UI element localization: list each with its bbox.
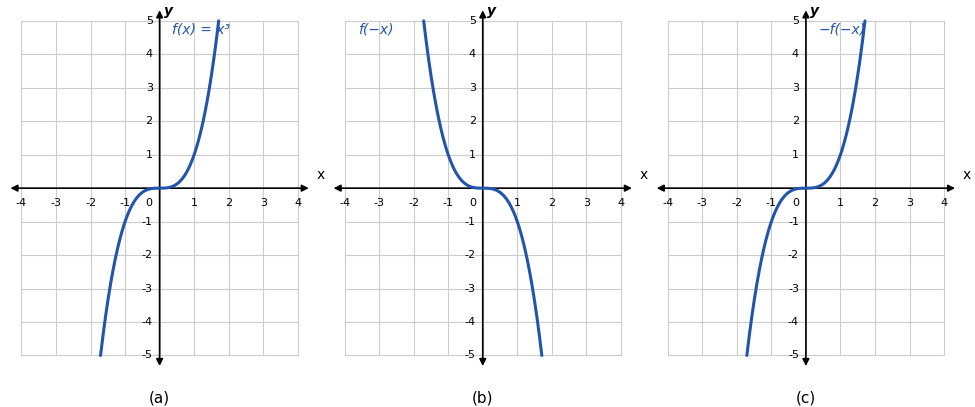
Text: -1: -1 — [443, 198, 453, 208]
Text: -1: -1 — [120, 198, 131, 208]
Text: 5: 5 — [469, 16, 476, 26]
Text: −f(−x): −f(−x) — [818, 22, 866, 37]
Text: (b): (b) — [472, 391, 493, 405]
Text: 1: 1 — [191, 198, 198, 208]
Text: y: y — [164, 4, 174, 18]
Text: 1: 1 — [469, 150, 476, 160]
Text: 3: 3 — [145, 83, 153, 93]
Text: -1: -1 — [766, 198, 777, 208]
Text: 1: 1 — [514, 198, 521, 208]
Text: 2: 2 — [548, 198, 556, 208]
Text: 3: 3 — [259, 198, 267, 208]
Text: 0: 0 — [145, 198, 153, 208]
Text: -1: -1 — [465, 217, 476, 227]
Text: 1: 1 — [792, 150, 799, 160]
Text: -2: -2 — [409, 198, 419, 208]
Text: -2: -2 — [788, 250, 799, 260]
Text: -5: -5 — [788, 350, 799, 361]
Text: x: x — [640, 168, 648, 182]
Text: 2: 2 — [469, 116, 476, 126]
Text: 5: 5 — [145, 16, 153, 26]
Text: 2: 2 — [792, 116, 799, 126]
Text: f(x) = x³: f(x) = x³ — [172, 22, 230, 37]
Text: -3: -3 — [697, 198, 708, 208]
Text: y: y — [810, 4, 819, 18]
Text: 4: 4 — [145, 49, 153, 59]
Text: -4: -4 — [339, 198, 350, 208]
Text: 4: 4 — [294, 198, 301, 208]
Text: 3: 3 — [792, 83, 799, 93]
Text: 4: 4 — [469, 49, 476, 59]
Text: -4: -4 — [662, 198, 674, 208]
Text: -3: -3 — [465, 284, 476, 293]
Text: 4: 4 — [941, 198, 948, 208]
Text: 0: 0 — [469, 198, 476, 208]
Text: 3: 3 — [469, 83, 476, 93]
Text: -5: -5 — [465, 350, 476, 361]
Text: 3: 3 — [906, 198, 913, 208]
Text: -2: -2 — [731, 198, 742, 208]
Text: 4: 4 — [792, 49, 799, 59]
Text: (a): (a) — [149, 391, 171, 405]
Text: -1: -1 — [141, 217, 153, 227]
Text: -3: -3 — [51, 198, 61, 208]
Text: 1: 1 — [145, 150, 153, 160]
Text: 2: 2 — [145, 116, 153, 126]
Text: 1: 1 — [837, 198, 844, 208]
Text: -3: -3 — [788, 284, 799, 293]
Text: -4: -4 — [141, 317, 153, 327]
Text: -2: -2 — [85, 198, 97, 208]
Text: -4: -4 — [788, 317, 799, 327]
Text: 2: 2 — [872, 198, 878, 208]
Text: -5: -5 — [141, 350, 153, 361]
Text: -3: -3 — [141, 284, 153, 293]
Text: 2: 2 — [225, 198, 232, 208]
Text: 4: 4 — [617, 198, 625, 208]
Text: f(−x): f(−x) — [359, 22, 394, 37]
Text: 0: 0 — [792, 198, 799, 208]
Text: 3: 3 — [583, 198, 590, 208]
Text: -2: -2 — [141, 250, 153, 260]
Text: y: y — [488, 4, 496, 18]
Text: -1: -1 — [788, 217, 799, 227]
Text: 5: 5 — [792, 16, 799, 26]
Text: x: x — [317, 168, 325, 182]
Text: -2: -2 — [465, 250, 476, 260]
Text: -4: -4 — [16, 198, 27, 208]
Text: -3: -3 — [373, 198, 384, 208]
Text: -4: -4 — [465, 317, 476, 327]
Text: (c): (c) — [796, 391, 816, 405]
Text: x: x — [963, 168, 971, 182]
